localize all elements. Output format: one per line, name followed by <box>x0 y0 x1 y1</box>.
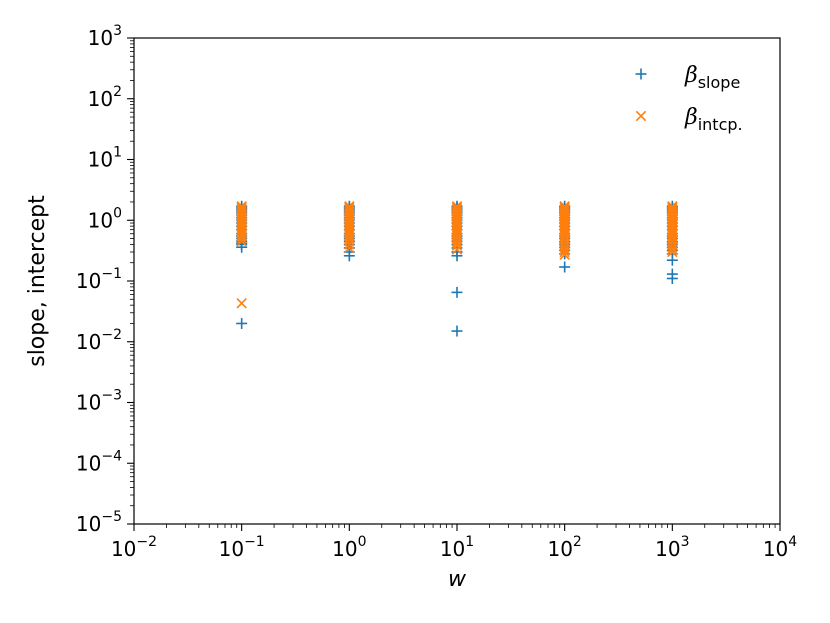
data-point <box>559 244 570 255</box>
data-point <box>559 204 570 215</box>
data-point <box>451 325 463 337</box>
x-tick-label: 10−2 <box>111 534 157 561</box>
y-tick-label: 100 <box>88 205 122 232</box>
data-point <box>451 201 463 212</box>
data-point <box>559 246 570 258</box>
data-point <box>344 201 355 212</box>
y-tick-label: 10−2 <box>76 327 122 354</box>
data-point <box>236 298 247 309</box>
x-tick-label: 10−1 <box>219 534 265 561</box>
data-point <box>559 201 570 212</box>
x-tick-label: 103 <box>655 534 689 561</box>
y-tick-label: 102 <box>88 84 122 111</box>
x-tick-label: 104 <box>763 534 797 561</box>
x-axis-label: w <box>448 567 467 592</box>
data-point <box>451 204 463 215</box>
legend-marker <box>635 68 647 80</box>
x-tick-label: 102 <box>547 534 581 561</box>
data-point <box>559 261 571 273</box>
legend: βslope βintcp. <box>635 63 743 134</box>
y-axis-label: slope, intercept <box>25 195 50 367</box>
y-tick-label: 10−4 <box>76 448 122 475</box>
x-tick-label: 100 <box>332 534 366 561</box>
data-point <box>667 201 678 212</box>
legend-marker <box>635 110 647 122</box>
y-tick-label: 10−1 <box>76 266 122 293</box>
legend-label: βslope <box>684 63 740 92</box>
data-point <box>451 202 463 214</box>
data-point <box>559 202 570 214</box>
data-point <box>236 317 248 329</box>
y-tick-label: 10−3 <box>76 388 122 415</box>
data-marks <box>236 200 678 337</box>
axis-ticks <box>127 37 781 531</box>
data-point <box>451 286 463 298</box>
data-point <box>236 201 247 212</box>
legend-label: βintcp. <box>684 105 743 134</box>
data-point <box>236 202 247 214</box>
data-point <box>344 202 355 214</box>
data-point <box>236 204 247 215</box>
axis-tick-labels: 10−2 10−1 100 101 102 103 104 10−5 10−4 10−3 10−2 1… <box>76 23 797 561</box>
data-point <box>667 246 678 258</box>
plot-frame <box>133 37 781 525</box>
series-intcp <box>236 201 678 309</box>
y-tick-label: 101 <box>88 145 122 172</box>
y-tick-label: 10−5 <box>76 509 122 536</box>
data-point <box>667 202 678 214</box>
x-tick-label: 101 <box>440 534 474 561</box>
data-point <box>666 268 678 280</box>
data-point <box>667 244 678 255</box>
y-tick-label: 103 <box>88 23 122 50</box>
data-point <box>667 204 678 215</box>
data-point <box>344 204 355 215</box>
